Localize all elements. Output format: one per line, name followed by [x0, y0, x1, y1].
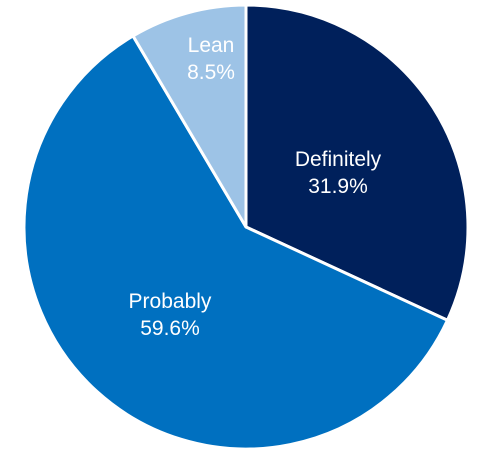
pie-slice-definitely [244, 3, 470, 322]
slices-layer [22, 3, 470, 451]
slice-value-probably: 59.6% [140, 317, 200, 340]
slice-label-definitely: Definitely [295, 148, 382, 171]
pie-slice-probably [22, 34, 449, 451]
pie-slice-lean [131, 3, 248, 229]
slice-label-lean: Lean [188, 34, 235, 57]
labels-layer: Definitely 31.9% Probably 59.6% Lean 8.5% [129, 34, 382, 340]
slice-label-probably: Probably [129, 290, 212, 313]
slice-value-definitely: 31.9% [308, 175, 368, 198]
slice-value-lean: 8.5% [187, 61, 235, 84]
